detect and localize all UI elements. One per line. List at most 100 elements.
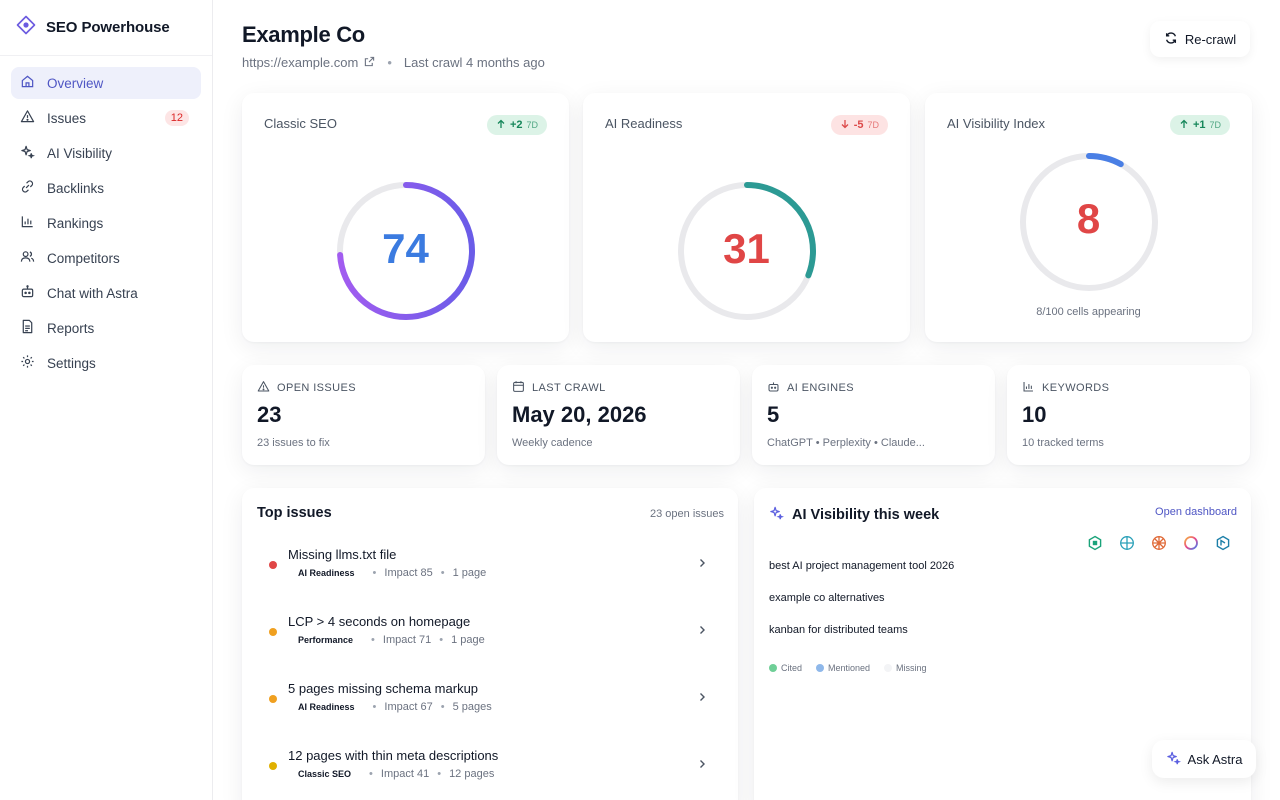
perplexity-icon[interactable]	[1119, 535, 1135, 556]
sidebar-item-overview[interactable]: Overview	[11, 67, 201, 99]
bot-icon	[20, 284, 35, 302]
score-value: 31	[723, 225, 770, 272]
sidebar-item-rankings[interactable]: Rankings	[11, 207, 201, 239]
score-title: AI Visibility Index	[947, 116, 1046, 131]
stat-value: 5	[767, 402, 780, 427]
link-icon	[20, 179, 35, 197]
affected-pages: 12 pages	[449, 768, 495, 780]
gemini-icon[interactable]	[1183, 535, 1199, 556]
bar-chart-icon	[20, 214, 35, 232]
sidebar-item-label: Settings	[47, 355, 96, 371]
warning-icon	[20, 109, 35, 127]
issue-row[interactable]: 5 pages missing schema markup AI Readine…	[242, 670, 738, 726]
stat-subtext: 23 issues to fix	[257, 437, 330, 449]
document-icon	[20, 319, 35, 337]
stat-label-row: Open issues	[257, 380, 356, 396]
sidebar-item-issues[interactable]: Issues 12	[11, 102, 201, 134]
sparkles-icon	[769, 505, 785, 524]
issue-title: 5 pages missing schema markup	[288, 681, 479, 696]
sidebar-item-ai-visibility[interactable]: AI Visibility	[11, 137, 201, 169]
legend-swatch	[884, 664, 893, 672]
chatgpt-icon[interactable]	[1087, 535, 1103, 556]
issue-row[interactable]: Missing llms.txt file AI Readiness • Imp…	[242, 536, 738, 592]
severity-dot	[269, 762, 277, 770]
stat-keywords[interactable]: Keywords 10 10 tracked terms	[1007, 365, 1250, 465]
stat-subtext: 10 tracked terms	[1022, 437, 1104, 449]
ask-astra-label: Ask Astra	[1187, 751, 1243, 767]
affected-pages: 5 pages	[452, 701, 492, 713]
delta-badge: +2 7D	[486, 115, 547, 135]
home-icon	[20, 74, 35, 92]
query-row[interactable]: kanban for distributed teams	[769, 624, 908, 636]
page-title: Example Co	[242, 22, 365, 47]
issue-title: LCP > 4 seconds on homepage	[288, 614, 471, 629]
sidebar-item-label: Overview	[47, 75, 104, 91]
severity-dot	[269, 628, 277, 636]
recrawl-button[interactable]: Re-crawl	[1150, 21, 1250, 57]
delta-period: 7D	[1209, 120, 1221, 130]
score-value: 74	[382, 225, 429, 272]
gauge-progress-arc	[678, 182, 816, 320]
legend-item-cited: Cited	[769, 663, 802, 673]
stat-ai-engines[interactable]: AI engines 5 ChatGPT • Perplexity • Clau…	[752, 365, 995, 465]
bar-chart-icon	[1022, 380, 1035, 396]
sparkles-icon	[1166, 750, 1181, 768]
query-row[interactable]: example co alternatives	[769, 592, 885, 604]
ai-visibility-index-card[interactable]: AI Visibility Index +1 7D 8 8/100 cells …	[925, 93, 1252, 342]
legend-label: Missing	[896, 663, 927, 673]
refresh-icon	[1164, 31, 1178, 48]
issue-row[interactable]: LCP > 4 seconds on homepage Performance …	[242, 603, 738, 659]
open-dashboard-link[interactable]: Open dashboard	[1155, 506, 1237, 518]
legend-swatch	[816, 664, 825, 672]
sidebar-item-competitors[interactable]: Competitors	[11, 242, 201, 274]
score-value: 8	[1076, 195, 1101, 242]
sidebar-item-backlinks[interactable]: Backlinks	[11, 172, 201, 204]
query-row[interactable]: best AI project management tool 2026	[769, 560, 955, 572]
issues-count-badge: 12	[164, 110, 189, 126]
separator-dot: •	[371, 634, 375, 646]
stat-last-crawl[interactable]: Last crawl May 20, 2026 Weekly cadence	[497, 365, 740, 465]
ask-astra-button[interactable]: Ask Astra	[1152, 740, 1256, 778]
ai-readiness-gauge	[678, 182, 816, 320]
legend-label: Mentioned	[828, 663, 871, 673]
calendar-icon	[512, 380, 525, 396]
site-url-link[interactable]: https://example.com	[242, 55, 359, 70]
sidebar-item-label: Rankings	[47, 215, 104, 231]
sidebar-item-chat-with-astra[interactable]: Chat with Astra	[11, 277, 201, 309]
severity-dot	[269, 695, 277, 703]
chevron-right-icon	[696, 690, 708, 708]
sidebar-item-settings[interactable]: Settings	[11, 347, 201, 379]
arrow-up-icon	[1179, 119, 1189, 132]
issue-meta: Performance • Impact 71 • 1 page	[288, 634, 485, 646]
issue-row[interactable]: 12 pages with thin meta descriptions Cla…	[242, 737, 738, 793]
site-subline: https://example.com • Last crawl 4 month…	[242, 55, 545, 70]
claude-icon[interactable]	[1151, 535, 1167, 556]
panel-title-row: AI Visibility this week	[769, 505, 939, 524]
stat-value: 10	[1022, 402, 1047, 427]
separator-dot: •	[369, 768, 373, 780]
delta-badge: +1 7D	[1169, 115, 1230, 135]
stat-label-row: Keywords	[1022, 380, 1109, 396]
stat-label: AI engines	[787, 382, 854, 394]
legend-item-mentioned: Mentioned	[816, 663, 870, 673]
score-title: AI Readiness	[605, 116, 683, 131]
ai-readiness-card[interactable]: AI Readiness -5 7D 31	[583, 93, 910, 342]
separator-dot: •	[387, 55, 392, 70]
top-issues-panel: Top issues 23 open issues Missing llms.t…	[242, 488, 738, 800]
stat-subtext: ChatGPT • Perplexity • Claude...	[767, 437, 925, 449]
affected-pages: 1 page	[452, 567, 487, 579]
stat-value: 23	[257, 402, 282, 427]
gear-icon	[20, 354, 35, 372]
logo-icon	[16, 15, 36, 40]
stat-open-issues[interactable]: Open issues 23 23 issues to fix	[242, 365, 485, 465]
impact-score: Impact 71	[382, 634, 432, 646]
delta-value: -5	[853, 119, 864, 131]
brand[interactable]: SEO Powerhouse	[0, 0, 212, 56]
legend-item-missing: Missing	[884, 663, 927, 673]
sidebar-item-reports[interactable]: Reports	[11, 312, 201, 344]
copilot-icon[interactable]	[1215, 535, 1231, 556]
classic-seo-card[interactable]: Classic SEO +2 7D 74	[242, 93, 569, 342]
separator-dot: •	[437, 768, 442, 780]
chevron-right-icon	[696, 757, 708, 775]
external-link-icon[interactable]	[364, 55, 375, 70]
